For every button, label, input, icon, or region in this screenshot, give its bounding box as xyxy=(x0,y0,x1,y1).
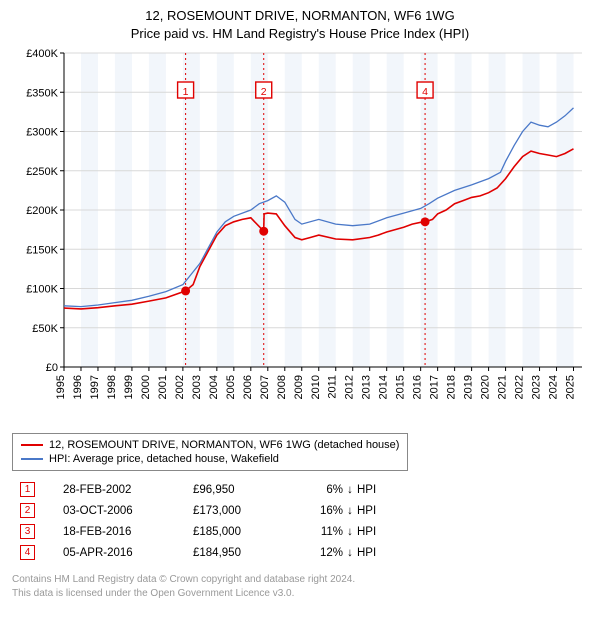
transaction-row: 1 28-FEB-2002£96,9506%↓HPI xyxy=(12,479,588,500)
transaction-hpi-tag: HPI xyxy=(357,505,397,517)
svg-text:2015: 2015 xyxy=(395,375,407,399)
footer: Contains HM Land Registry data © Crown c… xyxy=(12,573,588,600)
svg-text:2013: 2013 xyxy=(361,375,373,399)
transaction-date: 05-APR-2016 xyxy=(63,547,193,559)
legend-label: HPI: Average price, detached house, Wake… xyxy=(49,453,279,465)
svg-text:1997: 1997 xyxy=(89,375,101,399)
transaction-row: 2 03-OCT-2006£173,00016%↓HPI xyxy=(12,500,588,521)
svg-text:£400K: £400K xyxy=(26,48,58,60)
down-arrow-icon: ↓ xyxy=(343,547,357,559)
svg-text:2017: 2017 xyxy=(429,375,441,399)
svg-text:2006: 2006 xyxy=(242,375,254,399)
chart-svg: £0 £50K £100K £150K £200K £250K £300K £350K £400… xyxy=(12,47,588,427)
svg-text:1996: 1996 xyxy=(72,375,84,399)
chart: £0 £50K £100K £150K £200K £250K £300K £350K £400… xyxy=(12,47,588,427)
transaction-price: £96,950 xyxy=(193,484,303,496)
transaction-date: 03-OCT-2006 xyxy=(63,505,193,517)
transaction-hpi-tag: HPI xyxy=(357,484,397,496)
transaction-pct: 16% xyxy=(303,505,343,517)
svg-text:2011: 2011 xyxy=(327,375,339,399)
svg-text:2012: 2012 xyxy=(344,375,356,399)
page: 12, ROSEMOUNT DRIVE, NORMANTON, WF6 1WG … xyxy=(0,0,600,612)
svg-text:2025: 2025 xyxy=(565,375,577,399)
title-line-2: Price paid vs. HM Land Registry's House … xyxy=(12,26,588,41)
transaction-marker: 4 xyxy=(20,545,35,560)
svg-text:1999: 1999 xyxy=(123,375,135,399)
svg-text:£150K: £150K xyxy=(26,244,58,256)
svg-text:2023: 2023 xyxy=(531,375,543,399)
svg-text:2018: 2018 xyxy=(446,375,458,399)
svg-text:£300K: £300K xyxy=(26,127,58,139)
legend: 12, ROSEMOUNT DRIVE, NORMANTON, WF6 1WG … xyxy=(12,433,408,471)
svg-text:1: 1 xyxy=(183,86,189,98)
svg-text:2021: 2021 xyxy=(497,375,509,399)
svg-text:2000: 2000 xyxy=(140,375,152,399)
svg-text:£350K: £350K xyxy=(26,87,58,99)
transaction-marker: 3 xyxy=(20,524,35,539)
transaction-pct: 12% xyxy=(303,547,343,559)
svg-text:2024: 2024 xyxy=(548,375,560,399)
svg-text:2: 2 xyxy=(261,86,267,98)
svg-text:1998: 1998 xyxy=(106,375,118,399)
transactions-table: 128-FEB-2002£96,9506%↓HPI203-OCT-2006£17… xyxy=(12,479,588,563)
transaction-date: 18-FEB-2016 xyxy=(63,526,193,538)
transaction-pct: 11% xyxy=(303,526,343,538)
footer-line-1: Contains HM Land Registry data © Crown c… xyxy=(12,573,588,587)
svg-text:£100K: £100K xyxy=(26,284,58,296)
svg-text:2022: 2022 xyxy=(514,375,526,399)
svg-text:2014: 2014 xyxy=(378,375,390,399)
footer-line-2: This data is licensed under the Open Gov… xyxy=(12,587,588,601)
legend-swatch xyxy=(21,458,43,460)
svg-text:2007: 2007 xyxy=(259,375,271,399)
svg-text:2016: 2016 xyxy=(412,375,424,399)
transaction-hpi-tag: HPI xyxy=(357,547,397,559)
down-arrow-icon: ↓ xyxy=(343,505,357,517)
transaction-price: £185,000 xyxy=(193,526,303,538)
transaction-hpi-tag: HPI xyxy=(357,526,397,538)
svg-text:£200K: £200K xyxy=(26,205,58,217)
transaction-marker: 1 xyxy=(20,482,35,497)
transaction-marker: 2 xyxy=(20,503,35,518)
transaction-date: 28-FEB-2002 xyxy=(63,484,193,496)
svg-text:4: 4 xyxy=(422,86,428,98)
svg-text:2001: 2001 xyxy=(157,375,169,399)
svg-text:£50K: £50K xyxy=(32,323,58,335)
svg-text:2005: 2005 xyxy=(225,375,237,399)
svg-text:2002: 2002 xyxy=(174,375,186,399)
transaction-price: £173,000 xyxy=(193,505,303,517)
svg-text:2019: 2019 xyxy=(463,375,475,399)
svg-text:2009: 2009 xyxy=(293,375,305,399)
legend-swatch xyxy=(21,444,43,446)
svg-text:1995: 1995 xyxy=(55,375,67,399)
legend-row: HPI: Average price, detached house, Wake… xyxy=(21,452,399,466)
svg-text:2004: 2004 xyxy=(208,375,220,399)
transaction-pct: 6% xyxy=(303,484,343,496)
svg-text:2008: 2008 xyxy=(276,375,288,399)
legend-row: 12, ROSEMOUNT DRIVE, NORMANTON, WF6 1WG … xyxy=(21,438,399,452)
svg-text:£0: £0 xyxy=(46,362,58,374)
title-block: 12, ROSEMOUNT DRIVE, NORMANTON, WF6 1WG … xyxy=(12,8,588,41)
svg-text:2010: 2010 xyxy=(310,375,322,399)
down-arrow-icon: ↓ xyxy=(343,484,357,496)
transaction-row: 3 18-FEB-2016£185,00011%↓HPI xyxy=(12,521,588,542)
svg-text:2020: 2020 xyxy=(480,375,492,399)
svg-text:£250K: £250K xyxy=(26,166,58,178)
down-arrow-icon: ↓ xyxy=(343,526,357,538)
transaction-row: 4 05-APR-2016£184,95012%↓HPI xyxy=(12,542,588,563)
svg-text:2003: 2003 xyxy=(191,375,203,399)
transaction-price: £184,950 xyxy=(193,547,303,559)
legend-label: 12, ROSEMOUNT DRIVE, NORMANTON, WF6 1WG … xyxy=(49,439,399,451)
title-line-1: 12, ROSEMOUNT DRIVE, NORMANTON, WF6 1WG xyxy=(12,8,588,23)
